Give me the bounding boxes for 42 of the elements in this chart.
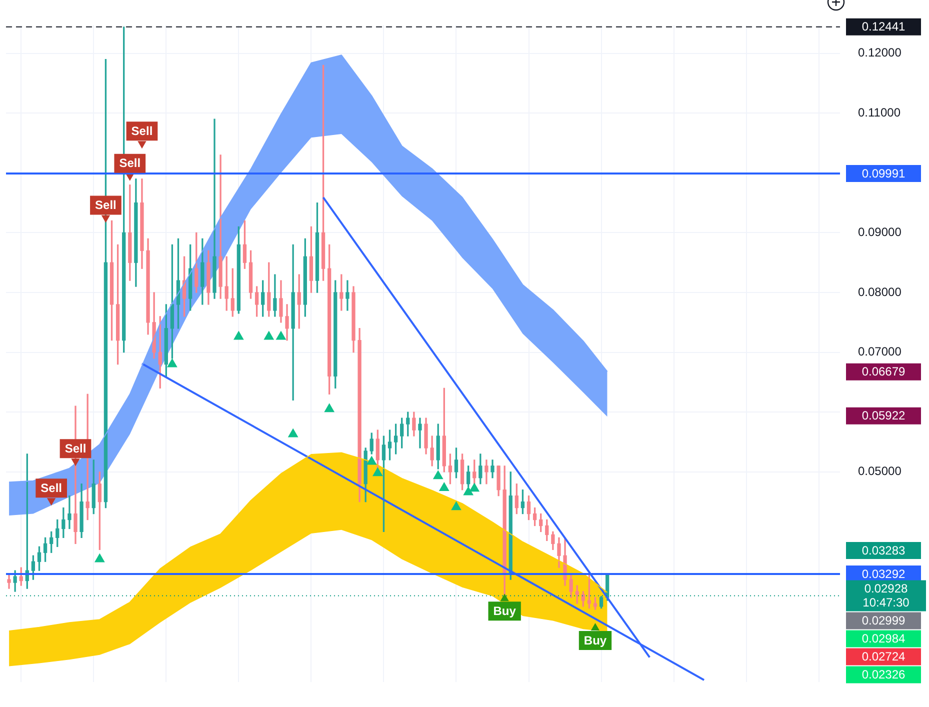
y-tick-label: 0.08000 [858, 284, 902, 299]
point [234, 331, 244, 340]
data-label: Sell [64, 441, 86, 456]
point [94, 554, 105, 562]
y-tick-label: 0.11000 [858, 105, 901, 120]
ref-line-label: 0.12441 [862, 20, 906, 34]
point [372, 468, 383, 476]
text: 0.02724 [862, 650, 906, 664]
point [138, 141, 146, 148]
point [463, 486, 474, 496]
text: 0.06679 [862, 364, 906, 379]
data-label: Sell [95, 198, 116, 212]
point [451, 502, 462, 510]
point [264, 331, 274, 340]
y-tick-label: 0.12000 [858, 46, 902, 60]
point [324, 404, 334, 412]
point [276, 331, 286, 340]
point [366, 456, 376, 465]
point [167, 358, 178, 368]
point [500, 594, 509, 602]
text: 0.02999 [862, 614, 906, 628]
ref-line-label: 0.02928 10:47:30 [862, 582, 910, 610]
ref-line-label: 0.09991 [862, 166, 906, 180]
ref-line-label: 0.03292 [862, 566, 906, 581]
y-tick-label: 0.05000 [858, 464, 902, 478]
data-label: Sell [119, 156, 141, 170]
y-tick-label: 0.07000 [858, 344, 902, 359]
text: 0.03283 [862, 543, 906, 558]
point [591, 623, 600, 630]
text: 0.02984 [862, 632, 906, 646]
data-label: Buy [493, 604, 516, 618]
y-tick-label: 0.09000 [858, 225, 902, 240]
point [433, 470, 443, 480]
data-label: Buy [584, 633, 607, 648]
point [288, 428, 298, 438]
data-label: Sell [131, 124, 153, 138]
text: 0.02326 [862, 668, 906, 682]
point [439, 482, 449, 492]
point [470, 483, 480, 492]
point [102, 215, 110, 222]
text: 0.05922 [862, 408, 906, 423]
data-label: Sell [40, 480, 62, 495]
